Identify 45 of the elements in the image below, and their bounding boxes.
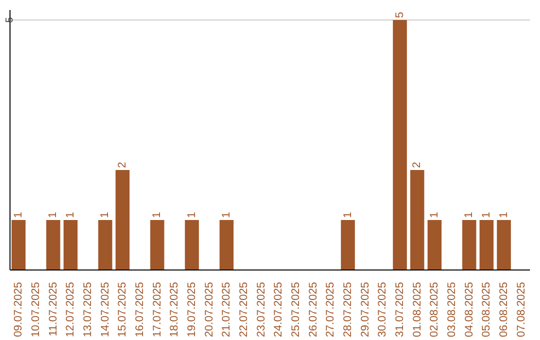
x-tick-label: 25.07.2025 <box>290 282 302 338</box>
data-label: 1 <box>342 212 354 218</box>
data-label: 1 <box>64 212 77 218</box>
x-tick-label: 12.07.2025 <box>64 282 77 338</box>
x-tick-label: 04.08.2025 <box>463 282 476 338</box>
data-label: 1 <box>47 212 60 218</box>
data-label: 1 <box>151 212 164 218</box>
x-tick-label: 16.07.2025 <box>134 282 146 338</box>
x-tick-label: 18.07.2025 <box>168 282 181 338</box>
x-tick-label: 26.07.2025 <box>307 282 320 338</box>
x-tick-label: 11.07.2025 <box>47 282 60 336</box>
data-label: 1 <box>428 212 441 218</box>
x-tick-label: 28.07.2025 <box>342 282 354 338</box>
x-tick-label: 30.07.2025 <box>376 282 389 338</box>
x-tick-label: 17.07.2025 <box>151 282 164 338</box>
data-label: 1 <box>498 212 510 218</box>
x-tick-label: 21.07.2025 <box>220 282 233 338</box>
x-tick-label: 10.07.2025 <box>30 282 42 338</box>
x-tick-label: 13.07.2025 <box>82 282 94 338</box>
x-tick-label: 06.08.2025 <box>498 282 510 338</box>
x-tick-label: 24.07.2025 <box>272 282 285 338</box>
data-label: 5 <box>394 12 406 18</box>
x-tick-label: 09.07.2025 <box>12 282 25 338</box>
data-label: 1 <box>186 212 198 218</box>
data-label: 1 <box>480 212 493 218</box>
x-tick-label: 20.07.2025 <box>203 282 216 338</box>
x-tick-label: 23.07.2025 <box>255 282 268 338</box>
x-tick-label: 19.07.2025 <box>186 282 198 338</box>
x-tick-label: 02.08.2025 <box>428 282 441 338</box>
x-tick-label: 01.08.2025 <box>411 282 424 338</box>
data-label: 1 <box>463 212 476 218</box>
data-label: 1 <box>12 212 25 218</box>
data-label: 1 <box>220 212 233 218</box>
data-label: 2 <box>116 162 129 168</box>
x-tick-label: 31.07.2025 <box>394 282 406 338</box>
x-tick-label: 29.07.2025 <box>359 282 372 338</box>
x-tick-label: 15.07.2025 <box>116 282 129 338</box>
x-tick-label: 22.07.2025 <box>238 282 250 338</box>
x-tick-label: 05.08.2025 <box>480 282 493 338</box>
data-label: 2 <box>411 162 424 168</box>
x-tick-label: 27.07.2025 <box>324 282 337 338</box>
data-label: 1 <box>99 212 112 218</box>
x-tick-label: 14.07.2025 <box>99 282 112 338</box>
x-tick-label: 03.08.2025 <box>446 282 458 338</box>
x-tick-label: 07.08.2025 <box>515 282 528 338</box>
